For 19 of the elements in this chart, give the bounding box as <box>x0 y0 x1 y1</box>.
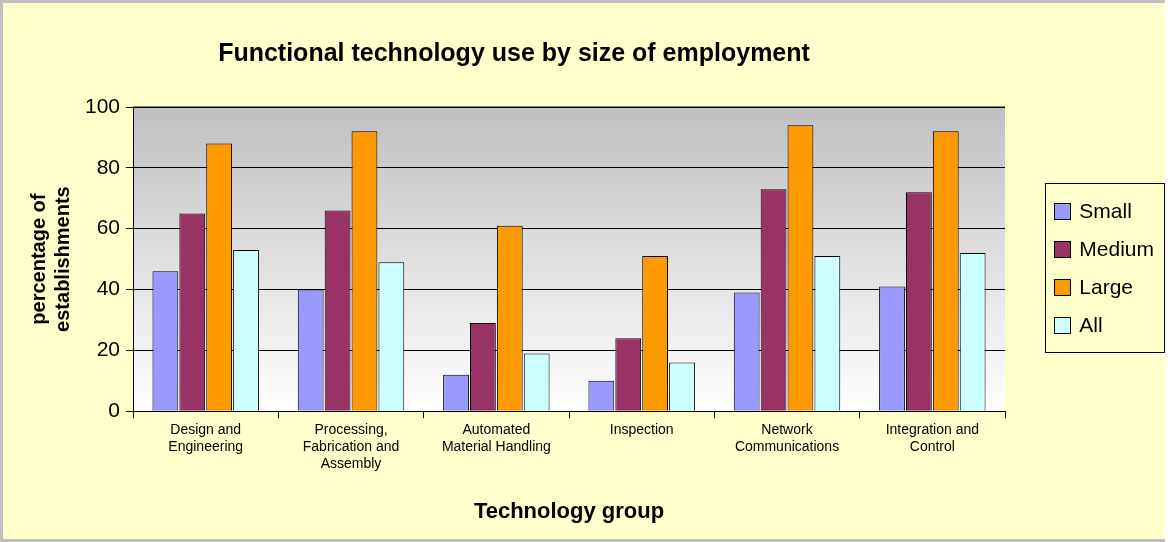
y-tick-label: 40 <box>96 276 121 300</box>
legend-label: All <box>1079 313 1103 337</box>
legend-label: Large <box>1079 275 1134 299</box>
x-tick-label: Automated Material Handling <box>441 421 551 455</box>
legend-label: Small <box>1079 199 1132 223</box>
x-axis-title: Technology group <box>473 497 665 523</box>
y-tick-label: 20 <box>96 337 121 361</box>
y-axis-title: percentage of establishments <box>26 186 73 332</box>
y-tick-label: 80 <box>96 154 121 178</box>
y-tick-label: 60 <box>96 215 121 239</box>
y-tick-label: 0 <box>108 398 121 421</box>
x-tick-label: Design and Engineering <box>168 421 244 455</box>
x-tick-label: Network Communications <box>734 421 840 455</box>
x-tick-label: Processing, Fabrication and Assembly <box>302 421 400 472</box>
x-tick-label: Inspection <box>609 421 674 438</box>
x-tick-label: Integration and Control <box>885 421 980 455</box>
chart-title: Functional technology use by size of employment <box>218 37 811 66</box>
y-tick-label: 100 <box>84 93 121 117</box>
legend-label: Medium <box>1079 237 1154 261</box>
